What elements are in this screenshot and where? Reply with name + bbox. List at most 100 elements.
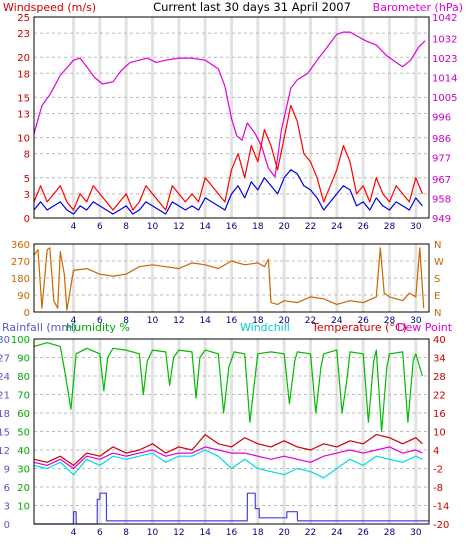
x-tick-label: 10 (147, 316, 159, 326)
y-left-tick-label: 180 (11, 274, 30, 285)
y-left-tick-label: 360 (11, 240, 30, 251)
y-left-tick-label: 13 (17, 109, 30, 120)
x-tick-label: 20 (278, 316, 290, 326)
series-line (33, 169, 423, 215)
y-left-tick-label: 90 (17, 291, 30, 302)
y-left-tick-label: 5 (24, 174, 30, 185)
x-tick-label: 20 (278, 528, 290, 538)
humidity-tick-label: 80 (17, 372, 30, 383)
compass-tick-label: E (434, 291, 440, 302)
x-tick-label: 22 (305, 528, 316, 538)
x-tick-label: 26 (357, 528, 369, 538)
series-line (33, 31, 426, 178)
rainfall-axis-label: Rainfall (mm) (2, 321, 76, 334)
day-gridline (361, 244, 365, 312)
y-right-tick-label: 996 (432, 112, 451, 123)
rain-tick-label: 30 (0, 335, 10, 346)
windspeed-axis-label: Windspeed (m/s) (3, 1, 96, 14)
x-tick-label: 6 (97, 316, 103, 326)
series-line (33, 342, 423, 433)
rain-tick-label: 6 (4, 483, 10, 494)
humidity-axis-label: Humidity % (66, 321, 130, 334)
rain-tick-label: 12 (0, 446, 10, 457)
compass-tick-label: N (434, 308, 441, 319)
humidity-tick-label: 60 (17, 409, 30, 420)
x-tick-label: 18 (252, 528, 264, 538)
y-left-tick-label: 0 (24, 214, 30, 225)
rain-tick-label: 21 (0, 391, 10, 402)
y-left-tick-label: 3 (24, 190, 30, 201)
x-tick-label: 4 (71, 528, 77, 538)
x-tick-label: 30 (410, 316, 422, 326)
x-tick-label: 8 (123, 222, 129, 232)
x-tick-label: 24 (331, 222, 343, 232)
series-line (33, 104, 423, 211)
y-left-tick-label: 8 (24, 150, 30, 161)
rain-tick-label: 9 (4, 465, 10, 476)
humidity-tick-label: 50 (17, 428, 30, 439)
day-gridline (98, 339, 102, 524)
humidity-tick-label: 10 (17, 502, 30, 513)
humidity-tick-label: 40 (17, 446, 30, 457)
y-right-tick-label: 1005 (432, 93, 457, 104)
y-left-tick-label: 270 (11, 257, 30, 268)
x-tick-label: 14 (199, 222, 211, 232)
temp-tick-label: 16 (433, 409, 446, 420)
windspeed-barometer-panel: 4 6 8 10 12 14 16 18 20 22 24 26 28 30 0 3 5 8 10 13 15 18 20 2… (17, 13, 457, 232)
humidity-tick-label: 20 (17, 483, 30, 494)
temp-tick-label: 28 (433, 372, 446, 383)
day-gridline (203, 17, 207, 218)
y-right-tick-label: 1023 (432, 54, 457, 65)
y-left-tick-label: 0 (24, 308, 30, 319)
x-tick-label: 12 (173, 316, 184, 326)
y-right-tick-label: 977 (432, 153, 451, 164)
series-line (33, 449, 423, 479)
dewpoint-axis-label: Dew Point (397, 321, 453, 334)
plot-frame (33, 243, 430, 313)
x-tick-label: 18 (252, 316, 264, 326)
day-gridline (361, 339, 365, 524)
day-gridline (72, 17, 75, 218)
x-tick-label: 12 (173, 222, 184, 232)
x-tick-label: 16 (226, 222, 238, 232)
series-line (33, 446, 423, 470)
temp-tick-label: -2 (433, 465, 443, 476)
x-tick-label: 4 (71, 222, 77, 232)
x-tick-label: 24 (331, 316, 343, 326)
y-right-tick-label: 986 (432, 134, 451, 145)
rain-humidity-temperature-panel: 4 6 8 10 12 14 16 18 20 22 24 26 28 30 0 3 6 9 12 15 18 21 24 2… (0, 335, 449, 538)
x-tick-label: 28 (384, 222, 396, 232)
day-gridline (309, 17, 312, 218)
x-tick-label: 28 (384, 528, 396, 538)
humidity-tick-label: 100 (11, 335, 30, 346)
x-tick-label: 30 (410, 528, 422, 538)
day-gridline (414, 339, 418, 524)
series-line (33, 434, 423, 466)
x-tick-label: 12 (173, 528, 184, 538)
temp-tick-label: -14 (433, 502, 449, 513)
day-gridline (282, 244, 286, 312)
y-right-tick-label: 1032 (432, 35, 457, 46)
y-right-tick-label: 958 (432, 195, 451, 206)
humidity-tick-label: 70 (17, 391, 30, 402)
temp-tick-label: 4 (433, 446, 439, 457)
day-gridline (151, 339, 154, 524)
x-tick-label: 6 (97, 222, 103, 232)
x-tick-label: 8 (123, 316, 129, 326)
x-tick-label: 16 (226, 528, 238, 538)
x-tick-label: 20 (278, 222, 290, 232)
day-gridline (151, 244, 154, 312)
y-right-tick-label: 949 (432, 214, 451, 225)
x-tick-label: 8 (123, 528, 129, 538)
temp-tick-label: -8 (433, 483, 443, 494)
y-left-tick-label: 23 (17, 29, 30, 40)
x-tick-label: 4 (71, 316, 77, 326)
x-tick-label: 22 (305, 222, 316, 232)
rain-tick-label: 0 (4, 520, 10, 531)
temp-tick-label: 22 (433, 391, 446, 402)
windchill-axis-label: Windchill (240, 321, 290, 334)
temp-tick-label: 34 (433, 354, 446, 365)
humidity-tick-label: 30 (17, 465, 30, 476)
y-left-tick-label: 10 (17, 134, 30, 145)
